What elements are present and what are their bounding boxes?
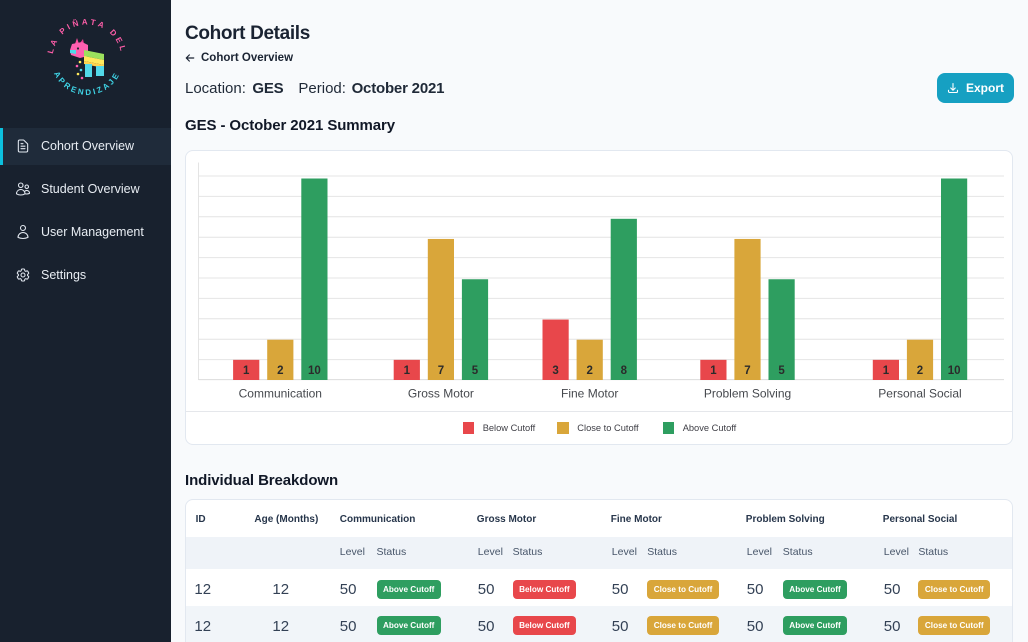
svg-text:Fine Motor: Fine Motor — [561, 387, 618, 401]
svg-text:2: 2 — [917, 365, 923, 377]
svg-text:5: 5 — [472, 365, 479, 377]
svg-text:Communication: Communication — [239, 387, 322, 401]
svg-text:Personal Social: Personal Social — [878, 387, 961, 401]
svg-text:7: 7 — [438, 365, 444, 377]
svg-text:Problem Solving: Problem Solving — [704, 387, 791, 401]
svg-text:7: 7 — [744, 365, 750, 377]
svg-text:3: 3 — [552, 365, 558, 377]
svg-text:10: 10 — [948, 365, 961, 377]
svg-text:5: 5 — [778, 365, 785, 377]
svg-text:1: 1 — [243, 365, 250, 377]
svg-text:2: 2 — [586, 365, 592, 377]
svg-text:1: 1 — [404, 365, 411, 377]
svg-text:Gross Motor: Gross Motor — [408, 387, 474, 401]
svg-text:8: 8 — [621, 365, 628, 377]
svg-text:10: 10 — [308, 365, 321, 377]
svg-text:1: 1 — [883, 365, 890, 377]
svg-text:2: 2 — [277, 365, 283, 377]
svg-text:1: 1 — [710, 365, 717, 377]
